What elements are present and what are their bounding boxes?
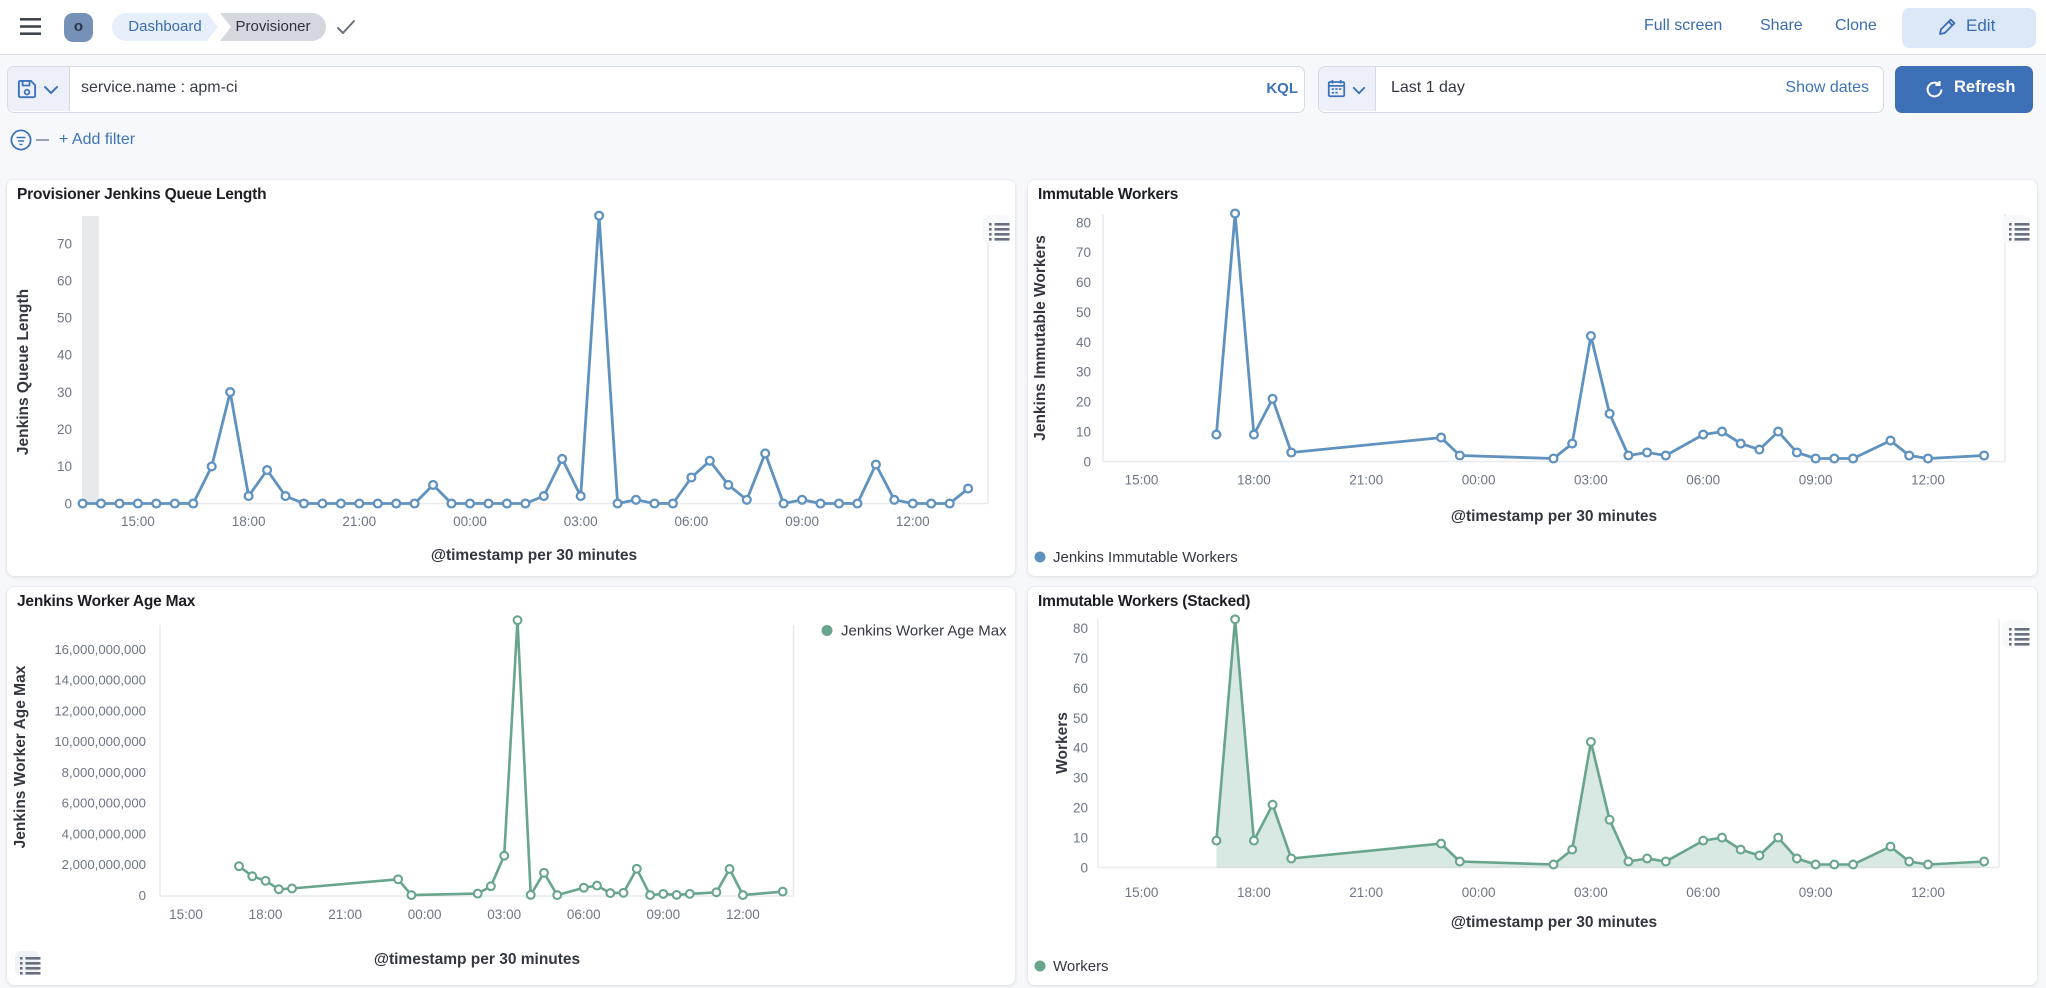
svg-text:Jenkins Queue Length: Jenkins Queue Length <box>15 289 32 455</box>
svg-text:09:00: 09:00 <box>646 907 680 922</box>
svg-text:15:00: 15:00 <box>121 514 155 529</box>
svg-text:21:00: 21:00 <box>342 514 376 529</box>
svg-text:00:00: 00:00 <box>408 907 442 922</box>
svg-text:70: 70 <box>1073 651 1088 666</box>
svg-text:10,000,000,000: 10,000,000,000 <box>54 734 146 749</box>
svg-text:80: 80 <box>1073 621 1088 636</box>
svg-text:14,000,000,000: 14,000,000,000 <box>54 673 146 688</box>
svg-text:10: 10 <box>1073 830 1088 845</box>
svg-text:50: 50 <box>1073 711 1088 726</box>
svg-text:70: 70 <box>1076 245 1091 260</box>
svg-text:20: 20 <box>57 422 72 437</box>
svg-text:30: 30 <box>1073 771 1088 786</box>
svg-text:40: 40 <box>1073 741 1088 756</box>
svg-text:12:00: 12:00 <box>896 514 930 529</box>
svg-text:09:00: 09:00 <box>1799 473 1833 488</box>
svg-text:20: 20 <box>1073 801 1088 816</box>
svg-text:03:00: 03:00 <box>487 907 521 922</box>
svg-text:Jenkins Immutable Workers: Jenkins Immutable Workers <box>1053 549 1238 566</box>
svg-text:0: 0 <box>1080 860 1088 875</box>
svg-text:12:00: 12:00 <box>1911 473 1945 488</box>
svg-text:60: 60 <box>1073 681 1088 696</box>
svg-text:06:00: 06:00 <box>567 907 601 922</box>
svg-text:60: 60 <box>57 274 72 289</box>
svg-text:@timestamp per 30 minutes: @timestamp per 30 minutes <box>1451 914 1657 931</box>
svg-text:03:00: 03:00 <box>564 514 598 529</box>
svg-text:6,000,000,000: 6,000,000,000 <box>62 796 146 811</box>
svg-text:00:00: 00:00 <box>1462 473 1496 488</box>
svg-text:18:00: 18:00 <box>249 907 283 922</box>
svg-text:40: 40 <box>57 348 72 363</box>
svg-text:15:00: 15:00 <box>1125 473 1159 488</box>
svg-text:4,000,000,000: 4,000,000,000 <box>62 827 146 842</box>
svg-text:@timestamp per 30 minutes: @timestamp per 30 minutes <box>1451 508 1657 525</box>
svg-text:16,000,000,000: 16,000,000,000 <box>54 642 146 657</box>
svg-text:12:00: 12:00 <box>1911 885 1945 900</box>
svg-text:09:00: 09:00 <box>785 514 819 529</box>
svg-text:06:00: 06:00 <box>1686 885 1720 900</box>
svg-text:50: 50 <box>1076 305 1091 320</box>
svg-text:00:00: 00:00 <box>453 514 487 529</box>
svg-text:03:00: 03:00 <box>1574 885 1608 900</box>
svg-text:0: 0 <box>64 496 72 511</box>
svg-text:15:00: 15:00 <box>1125 885 1159 900</box>
svg-text:60: 60 <box>1076 275 1091 290</box>
svg-text:06:00: 06:00 <box>675 514 709 529</box>
svg-text:50: 50 <box>57 311 72 326</box>
svg-text:0: 0 <box>139 888 146 903</box>
svg-text:21:00: 21:00 <box>1349 885 1383 900</box>
svg-text:30: 30 <box>57 385 72 400</box>
svg-text:15:00: 15:00 <box>169 907 203 922</box>
svg-text:Jenkins Immutable Workers: Jenkins Immutable Workers <box>1032 235 1049 441</box>
svg-text:@timestamp per 30 minutes: @timestamp per 30 minutes <box>431 547 637 564</box>
svg-text:8,000,000,000: 8,000,000,000 <box>62 765 146 780</box>
svg-text:Jenkins Worker Age Max: Jenkins Worker Age Max <box>841 623 1007 640</box>
svg-text:12:00: 12:00 <box>726 907 760 922</box>
svg-text:03:00: 03:00 <box>1574 473 1608 488</box>
svg-text:@timestamp per 30 minutes: @timestamp per 30 minutes <box>374 951 580 968</box>
svg-text:70: 70 <box>57 236 72 251</box>
svg-text:0: 0 <box>1083 454 1091 469</box>
svg-text:80: 80 <box>1076 215 1091 230</box>
svg-text:18:00: 18:00 <box>1237 885 1271 900</box>
svg-text:30: 30 <box>1076 365 1091 380</box>
svg-text:21:00: 21:00 <box>1349 473 1383 488</box>
svg-text:18:00: 18:00 <box>232 514 266 529</box>
svg-text:10: 10 <box>1076 424 1091 439</box>
svg-text:20: 20 <box>1076 395 1091 410</box>
svg-text:18:00: 18:00 <box>1237 473 1271 488</box>
svg-text:40: 40 <box>1076 335 1091 350</box>
svg-text:09:00: 09:00 <box>1799 885 1833 900</box>
svg-text:2,000,000,000: 2,000,000,000 <box>62 857 146 872</box>
svg-text:10: 10 <box>57 459 72 474</box>
svg-text:Workers: Workers <box>1054 712 1071 774</box>
svg-text:06:00: 06:00 <box>1686 473 1720 488</box>
svg-text:Workers: Workers <box>1053 958 1109 975</box>
svg-text:21:00: 21:00 <box>328 907 362 922</box>
svg-text:12,000,000,000: 12,000,000,000 <box>54 704 146 719</box>
svg-text:00:00: 00:00 <box>1462 885 1496 900</box>
svg-text:Jenkins Worker Age Max: Jenkins Worker Age Max <box>12 665 29 848</box>
